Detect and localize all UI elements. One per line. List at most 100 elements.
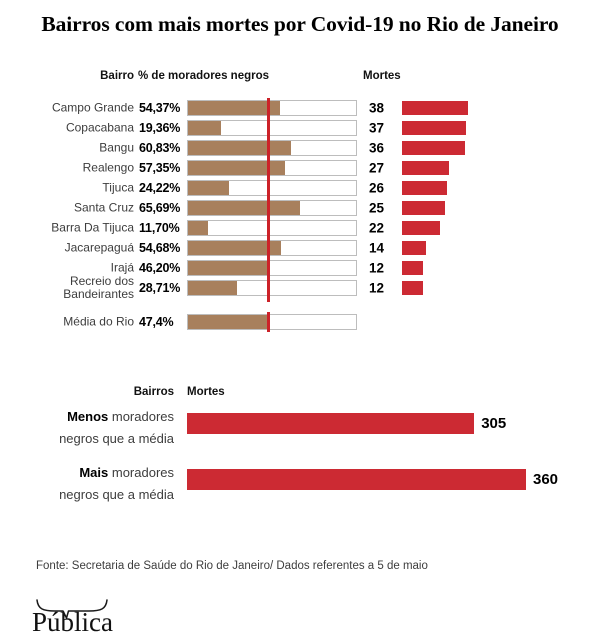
table-row: Campo Grande 54,37% 38 xyxy=(0,98,600,118)
row-neighborhood-label: Bangu xyxy=(99,140,134,155)
row-neighborhood-label: Recreio dos Bandeirantes xyxy=(63,274,134,301)
row-percent-fill xyxy=(188,141,292,155)
row-neighborhood-label: Copacabana xyxy=(65,120,134,135)
table-row: Copacabana 19,36% 37 xyxy=(0,118,600,138)
row-neighborhood-label: Santa Cruz xyxy=(73,200,134,215)
row-percent-fill xyxy=(188,161,286,175)
table-row: Tijuca 24,22% 26 xyxy=(0,178,600,198)
header-mortes-group: Mortes xyxy=(187,386,225,398)
row-percent-label: 60,83% xyxy=(139,141,181,155)
row-deaths-bar xyxy=(402,241,427,255)
average-row-label: Média do Rio xyxy=(63,314,134,329)
table-row: Recreio dos Bandeirantes 28,71% 12 xyxy=(0,274,600,301)
row-percent-label: 19,36% xyxy=(139,121,181,135)
row-neighborhood-label: Jacarepaguá xyxy=(64,240,134,255)
row-percent-label: 24,22% xyxy=(139,181,181,195)
grouped-row-label: Mais moradores negros que a média xyxy=(59,465,174,502)
row-deaths-bar xyxy=(402,141,465,155)
row-percent-fill xyxy=(188,221,208,235)
row-deaths-bar xyxy=(402,221,441,235)
row-neighborhood-label: Campo Grande xyxy=(51,100,134,115)
table-rows: Campo Grande 54,37% 38 Copacabana 19,36% 37 Ba… xyxy=(0,98,600,301)
row-percent-track xyxy=(187,280,357,296)
row-deaths-value: 27 xyxy=(369,160,385,176)
row-deaths-bar xyxy=(402,181,448,195)
header-bairros-group: Bairros xyxy=(133,386,174,398)
row-deaths-bar xyxy=(402,281,423,295)
grouped-row: Mais moradores negros que a média 360 xyxy=(0,458,600,514)
row-deaths-value: 22 xyxy=(369,220,385,236)
row-deaths-value: 12 xyxy=(369,280,385,296)
row-percent-track xyxy=(187,240,357,256)
row-deaths-value: 26 xyxy=(369,180,385,196)
row-deaths-bar xyxy=(402,161,449,175)
row-percent-track xyxy=(187,140,357,156)
row-percent-label: 11,70% xyxy=(139,221,180,235)
row-percent-label: 28,71% xyxy=(139,281,181,295)
row-percent-fill xyxy=(188,101,281,115)
row-deaths-bar xyxy=(402,261,423,275)
header-bairro: Bairro xyxy=(100,70,134,82)
table-row: Realengo 57,35% 27 xyxy=(0,158,600,178)
row-percent-track xyxy=(187,100,357,116)
row-deaths-bar xyxy=(402,201,446,215)
grouped-row-value: 360 xyxy=(533,471,559,488)
row-percent-fill xyxy=(188,281,237,295)
row-percent-fill xyxy=(188,261,267,275)
row-percent-fill xyxy=(188,201,300,215)
row-neighborhood-label: Barra Da Tijuca xyxy=(51,220,134,235)
average-row: Média do Rio 47,4% xyxy=(0,311,600,333)
row-neighborhood-label: Irajá xyxy=(110,260,134,275)
row-neighborhood-label: Realengo xyxy=(82,160,134,175)
grouped-row-bar xyxy=(187,413,475,434)
table-row: Bangu 60,83% 36 xyxy=(0,138,600,158)
table-row: Jacarepaguá 54,68% 14 xyxy=(0,238,600,258)
page-title: Bairros com mais mortes por Covid-19 no … xyxy=(41,12,559,36)
row-percent-fill xyxy=(188,121,221,135)
table-row: Barra Da Tijuca 11,70% 22 xyxy=(0,218,600,238)
publica-bracket-icon xyxy=(36,599,108,619)
row-percent-track xyxy=(187,220,357,236)
row-deaths-value: 14 xyxy=(369,240,385,256)
bottom-column-headers: Bairros Mortes xyxy=(0,386,600,402)
average-reference-line-span xyxy=(266,98,270,302)
publica-logo: Pública xyxy=(32,597,153,641)
grouped-row: Menos moradores negros que a média 305 xyxy=(0,402,600,458)
header-percent-black-residents: % de moradores negros xyxy=(138,70,270,82)
average-reference-line xyxy=(266,312,270,332)
publica-wordmark: Pública xyxy=(32,607,113,637)
grouped-row-value: 305 xyxy=(481,415,507,432)
grouped-row-label: Menos moradores negros que a média xyxy=(59,409,174,446)
header-deaths: Mortes xyxy=(363,70,401,82)
row-percent-track xyxy=(187,160,357,176)
row-deaths-value: 25 xyxy=(369,200,385,216)
row-deaths-bar xyxy=(402,101,468,115)
row-deaths-value: 37 xyxy=(369,120,385,136)
row-percent-label: 54,37% xyxy=(139,101,181,115)
grouped-rows: Menos moradores negros que a média 305 Mais… xyxy=(0,402,600,514)
grouped-row-bar xyxy=(187,469,526,490)
row-percent-label: 54,68% xyxy=(139,241,181,255)
row-percent-label: 46,20% xyxy=(139,261,181,275)
average-row-fill xyxy=(188,315,269,329)
row-deaths-value: 36 xyxy=(369,140,385,156)
grouped-deaths-chart: Bairros Mortes Menos moradores negros que… xyxy=(0,386,600,514)
source-note: Fonte: Secretaria de Saúde do Rio de Jan… xyxy=(36,560,428,572)
row-neighborhood-label: Tijuca xyxy=(102,180,134,195)
row-percent-track xyxy=(187,200,357,216)
row-deaths-value: 38 xyxy=(369,100,385,116)
neighborhood-table: Bairro % de moradores negros Mortes Camp… xyxy=(0,70,600,333)
row-deaths-bar xyxy=(402,121,467,135)
column-headers: Bairro % de moradores negros Mortes xyxy=(0,70,600,86)
row-percent-fill xyxy=(188,241,281,255)
row-percent-track xyxy=(187,180,357,196)
table-row: Irajá 46,20% 12 xyxy=(0,258,600,278)
row-percent-label: 65,69% xyxy=(139,201,181,215)
row-percent-track xyxy=(187,120,357,136)
row-percent-fill xyxy=(188,181,230,195)
row-deaths-value: 12 xyxy=(369,260,385,276)
average-row-track xyxy=(187,314,357,330)
table-row: Santa Cruz 65,69% 25 xyxy=(0,198,600,218)
row-percent-track xyxy=(187,260,357,276)
average-row-percent: 47,4% xyxy=(139,315,174,329)
